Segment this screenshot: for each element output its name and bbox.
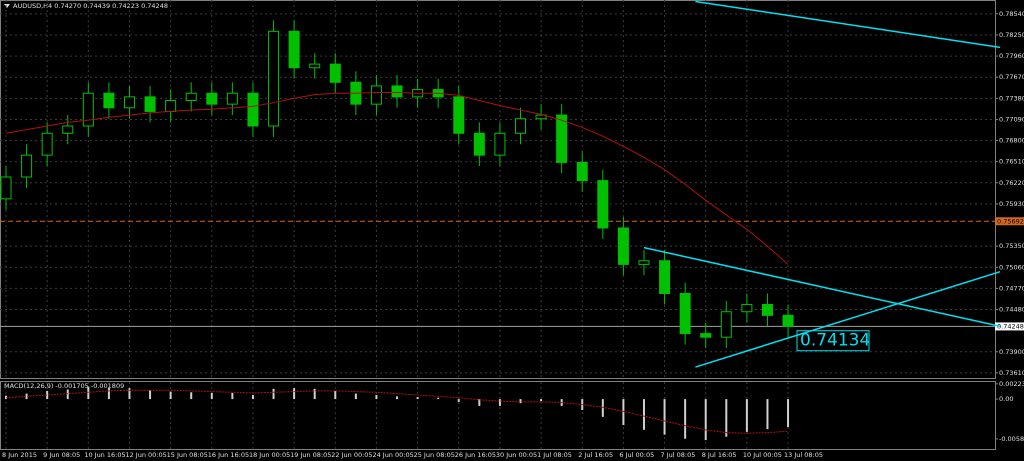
y-tick-label: 0.75350 [999,242,1024,250]
bid-label: 0.74248 [997,322,1024,330]
macd-tick-label: -0.005821 [999,435,1024,443]
x-tick-label: 25 Jun 08:05 [414,451,455,459]
x-tick-label: 10 Jun 16:05 [84,451,125,459]
candle-body [165,100,177,112]
macd-tick-label: 0.00 [999,395,1013,403]
candle-body [370,85,382,105]
candle-body [453,96,465,134]
candle-body [556,114,568,163]
candle-body [659,260,671,295]
candle-body [535,114,547,120]
x-tick-label: 13 Jul 08:05 [784,451,823,459]
candle-body [494,132,506,156]
candle-body [144,96,156,112]
candle-body [741,303,753,313]
candle-body [288,30,300,69]
candle-body [679,293,691,335]
trendline [695,270,1001,368]
candle-body [206,92,218,105]
x-tick-label: 7 Jul 08:05 [661,451,696,459]
trendline [695,0,1001,49]
moving-average [5,91,789,265]
candle-body [0,176,12,200]
x-tick-label: 15 Jun 08:05 [167,451,208,459]
menu-arrow[interactable] [4,4,10,8]
y-tick-label: 0.77380 [999,94,1024,102]
y-tick-label: 0.77670 [999,73,1024,81]
candle-body [576,161,588,182]
trend-label: 0.74134 [800,331,870,351]
x-tick-label: 22 Jun 00:05 [331,451,372,459]
x-tick-label: 16 Jun 16:05 [208,451,249,459]
candle-body [700,333,712,338]
x-tick-label: 19 Jun 08:05 [290,451,331,459]
x-tick-label: 24 Jun 00:05 [372,451,413,459]
candle-body [62,125,74,134]
macd-tick-label: 0.002237 [999,380,1024,388]
candle-body [638,260,650,265]
candle-body [185,92,197,102]
x-tick-label: 8 Jun 2015 [2,451,37,459]
y-tick-label: 0.76220 [999,179,1024,187]
x-tick-label: 8 Jul 16:05 [702,451,737,459]
x-tick-label: 30 Jun 00:05 [496,451,537,459]
macd-frame [0,381,996,450]
candle-body [391,85,403,98]
chart-title: AUDUSD,H4 0.74270 0.74439 0.74223 0.7424… [13,2,168,10]
candle-body [123,96,135,109]
level-tag [995,217,1024,226]
trendline [643,246,1001,328]
y-tick-label: 0.76800 [999,137,1024,145]
y-tick-label: 0.73900 [999,348,1024,356]
candle-body [329,63,341,83]
y-tick-label: 0.75060 [999,263,1024,271]
level-label: 0.75692 [997,217,1024,225]
candle-body [82,92,94,127]
candle-body [617,227,629,265]
y-tick-label: 0.75930 [999,200,1024,208]
y-tick-label: 0.76510 [999,158,1024,166]
candle-body [761,303,773,316]
candle-body [41,132,53,156]
candle-body [268,30,280,127]
bid-tag [995,322,1024,331]
x-tick-label: 1 Jul 08:05 [537,451,572,459]
y-tick-label: 0.78250 [999,31,1024,39]
candle-body [226,92,238,105]
x-tick-label: 10 Jul 00:05 [743,451,782,459]
candle-body [473,132,485,156]
trend-label-box [796,330,870,352]
y-tick-label: 0.74480 [999,306,1024,314]
candle-body [515,118,526,134]
x-tick-label: 18 Jun 00:05 [249,451,290,459]
y-tick-label: 0.74770 [999,284,1024,292]
candle-body [247,92,259,127]
candle-body [782,314,794,327]
y-tick-label: 0.73610 [999,369,1024,377]
candle-body [21,154,33,178]
candle-body [720,311,732,338]
x-tick-label: 9 Jun 08:05 [43,451,80,459]
macd-signal [5,389,789,434]
y-tick-label: 0.77960 [999,52,1024,60]
macd-title: MACD(12,26,9) -0.001705 -0.001809 [4,382,124,390]
x-tick-label: 12 Jun 00:05 [125,451,166,459]
x-tick-label: 6 Jul 00:05 [619,451,654,459]
y-tick-label: 0.77090 [999,115,1024,123]
main-frame [0,0,996,379]
x-tick-label: 26 Jun 16:05 [455,451,496,459]
y-tick-label: 0.78540 [999,10,1024,18]
x-tick-label: 2 Jul 16:05 [578,451,613,459]
candle-body [309,63,321,69]
candle-body [597,180,609,229]
candle-body [103,92,115,109]
